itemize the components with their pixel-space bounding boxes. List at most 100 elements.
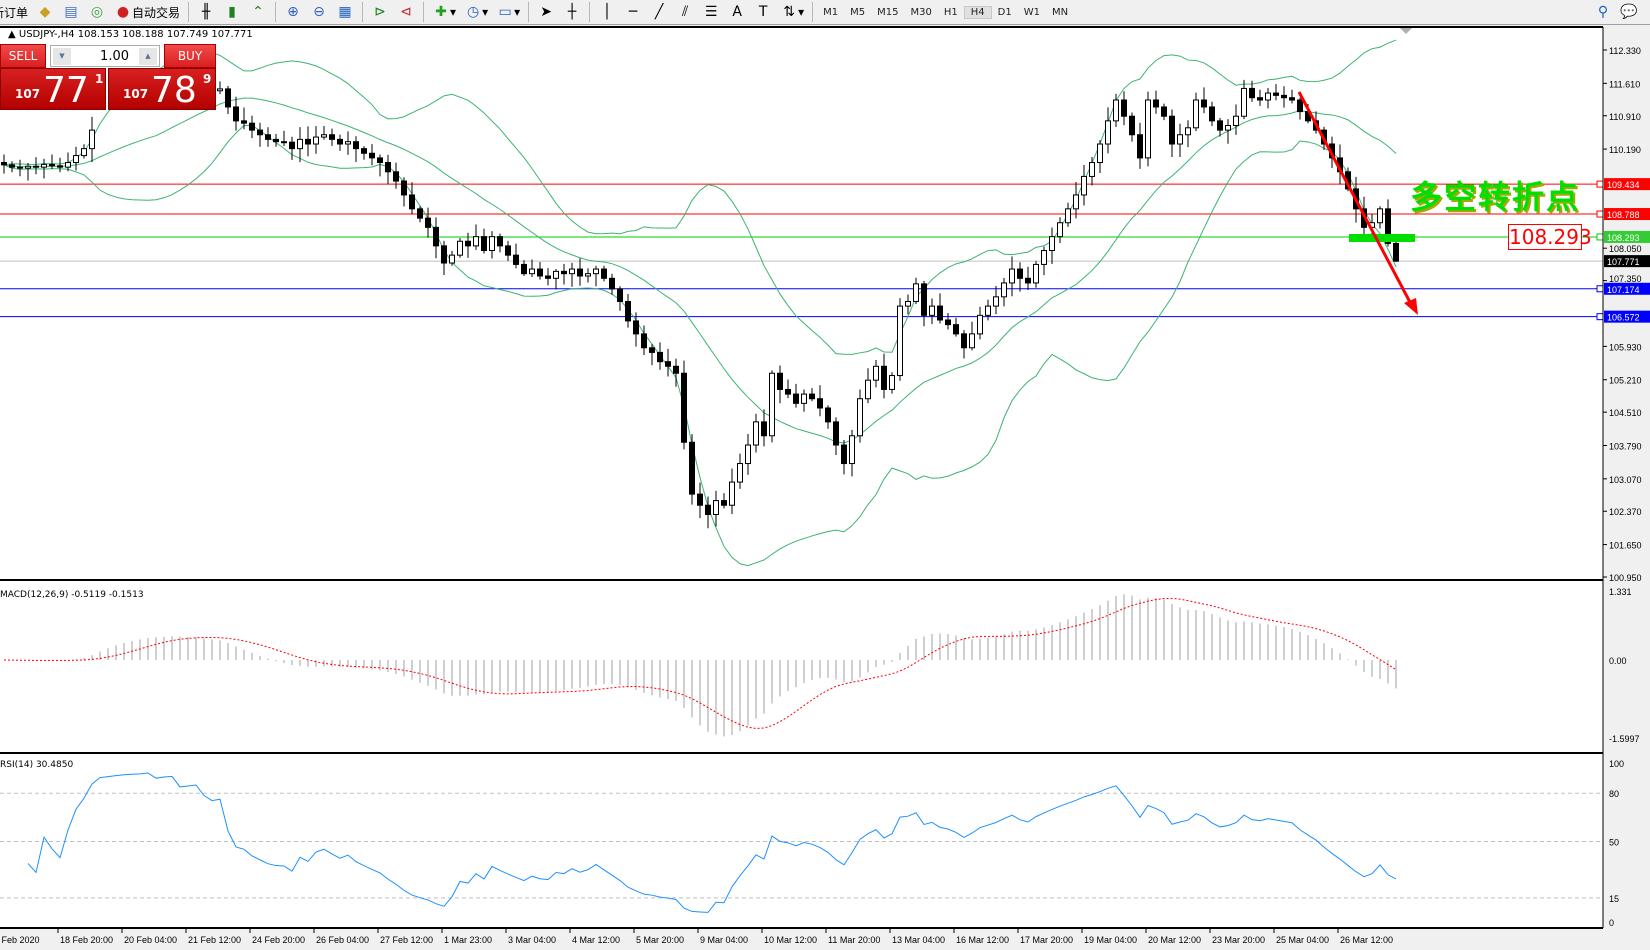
timeframe-m5[interactable]: M5 bbox=[850, 6, 866, 18]
fibonacci-button[interactable]: ☰ bbox=[698, 1, 724, 23]
equidistant-channel-button[interactable]: ⫽ bbox=[672, 1, 698, 23]
candlestick-button[interactable]: ▮ bbox=[219, 1, 245, 23]
bull-candle bbox=[889, 375, 895, 390]
buy-button[interactable]: BUY bbox=[164, 44, 216, 68]
timeframe-h4[interactable]: H4 bbox=[963, 5, 992, 19]
bear-candle bbox=[233, 106, 239, 122]
bull-candle bbox=[729, 481, 735, 506]
vertical-line-button[interactable]: │ bbox=[594, 1, 620, 23]
timeframe-m30[interactable]: M30 bbox=[910, 6, 932, 18]
timeframe-mn[interactable]: MN bbox=[1051, 6, 1069, 18]
auto-scroll-button[interactable]: ⊳ bbox=[367, 1, 393, 23]
bear-candle bbox=[601, 268, 607, 279]
search-button[interactable]: ⚲ bbox=[1590, 1, 1616, 23]
bear-candle bbox=[697, 493, 703, 506]
lot-increase-button[interactable]: ▲ bbox=[139, 48, 157, 65]
crosshair-button[interactable]: ┼ bbox=[559, 1, 585, 23]
bear-candle bbox=[9, 164, 15, 168]
sell-price-button[interactable]: 107 77 1 bbox=[0, 68, 106, 111]
chart-shift-icon: ⊲ bbox=[400, 4, 412, 20]
indicators-button[interactable]: ✚ ▾ bbox=[428, 1, 460, 23]
bear-candle bbox=[609, 277, 615, 290]
bull-candle bbox=[1097, 143, 1103, 164]
chart-window[interactable]: 109.434 108.788 108.293 107.771 107.174 106.5… bbox=[0, 26, 1650, 950]
line-chart-button[interactable]: ⌃ bbox=[245, 1, 271, 23]
signals-button[interactable]: ◎ bbox=[84, 1, 110, 23]
price-level-handle bbox=[1596, 233, 1604, 241]
timeframe-m15[interactable]: M15 bbox=[877, 6, 899, 18]
price-tick-label: 101.650 bbox=[1609, 541, 1642, 551]
bull-candle bbox=[529, 268, 535, 275]
zoom-in-button[interactable]: ⊕ bbox=[280, 1, 306, 23]
chart-shift-button[interactable]: ⊲ bbox=[393, 1, 419, 23]
bear-candle bbox=[393, 171, 399, 182]
navigator-button[interactable]: ▤ bbox=[58, 1, 84, 23]
bull-candle bbox=[593, 268, 599, 275]
bear-candle bbox=[1017, 268, 1023, 279]
cursor-button[interactable]: ➤ bbox=[533, 1, 559, 23]
bear-candle bbox=[1385, 208, 1391, 244]
line-chart-icon: ⌃ bbox=[252, 4, 264, 20]
divider bbox=[275, 2, 277, 22]
templates-button[interactable]: ▭ ▾ bbox=[492, 1, 524, 23]
trendline-button[interactable]: ╱ bbox=[646, 1, 672, 23]
metaeditor-button[interactable]: ◆ bbox=[32, 1, 58, 23]
time-tick-label: 24 Feb 20:00 bbox=[252, 935, 305, 945]
collapse-icon[interactable]: ▲ bbox=[8, 29, 19, 40]
bear-candle bbox=[497, 236, 503, 247]
bull-candle bbox=[745, 444, 751, 465]
price-tick-label: 105.930 bbox=[1609, 342, 1642, 352]
bear-candle bbox=[625, 300, 631, 322]
bear-candle bbox=[385, 162, 391, 173]
price-tick-label: 111.610 bbox=[1609, 79, 1640, 89]
lot-decrease-button[interactable]: ▼ bbox=[53, 48, 71, 65]
bear-candle bbox=[1249, 87, 1255, 99]
periods-button[interactable]: ◷ ▾ bbox=[460, 1, 492, 23]
price-level-tag bbox=[1604, 310, 1650, 323]
timeframe-w1[interactable]: W1 bbox=[1023, 6, 1040, 18]
bull-candle bbox=[1225, 124, 1231, 131]
new-order-label: 新订单 bbox=[0, 5, 29, 20]
macd-axis-label: -1.5997 bbox=[1609, 734, 1640, 744]
pivot-price-label[interactable]: 108.293 bbox=[1508, 224, 1592, 250]
text-button[interactable]: A bbox=[724, 1, 750, 23]
bar-chart-icon: ╫ bbox=[201, 4, 211, 20]
timeframe-d1[interactable]: D1 bbox=[997, 6, 1012, 18]
buy-price-button[interactable]: 107 78 9 bbox=[108, 68, 216, 111]
price-tick-label: 105.210 bbox=[1609, 376, 1642, 386]
new-order-button[interactable]: 新订单 bbox=[0, 1, 32, 23]
bull-candle bbox=[737, 463, 743, 483]
bear-candle bbox=[1153, 99, 1159, 108]
annotation-text[interactable]: 多空转折点 bbox=[1410, 178, 1581, 216]
fibonacci-icon: ☰ bbox=[704, 4, 718, 20]
bear-candle bbox=[305, 138, 311, 145]
lot-size-input[interactable]: ▼ 1.00 ▲ bbox=[50, 45, 160, 67]
sell-price-fraction: 1 bbox=[95, 72, 104, 86]
timeframe-h1[interactable]: H1 bbox=[943, 6, 958, 18]
bear-candle bbox=[329, 134, 335, 140]
time-tick-label: 9 Mar 04:00 bbox=[700, 935, 748, 945]
horizontal-line-button[interactable]: ─ bbox=[620, 1, 646, 23]
bull-candle bbox=[25, 165, 31, 169]
text-label-button[interactable]: T bbox=[750, 1, 776, 23]
time-tick-label: 10 Mar 12:00 bbox=[764, 935, 817, 945]
zoom-out-button[interactable]: ⊖ bbox=[306, 1, 332, 23]
chat-button[interactable]: 💬 bbox=[1616, 1, 1642, 23]
sell-button[interactable]: SELL bbox=[0, 44, 46, 68]
divider bbox=[188, 2, 190, 22]
timeframe-m1[interactable]: M1 bbox=[823, 6, 839, 18]
bull-candle bbox=[489, 236, 495, 252]
arrows-button[interactable]: ⇅ ▾ bbox=[776, 1, 808, 23]
bar-chart-button[interactable]: ╫ bbox=[193, 1, 219, 23]
bull-candle bbox=[73, 155, 79, 164]
bull-candle bbox=[1113, 99, 1119, 122]
tile-windows-button[interactable]: ▦ bbox=[332, 1, 358, 23]
rsi-axis-label: 80 bbox=[1609, 789, 1619, 799]
bull-candle bbox=[321, 134, 327, 138]
time-tick-label: 21 Feb 12:00 bbox=[188, 935, 241, 945]
bear-candle bbox=[409, 194, 415, 210]
bull-candle bbox=[1057, 222, 1063, 238]
auto-trading-button[interactable]: ● 自动交易 bbox=[110, 1, 184, 23]
bear-candle bbox=[841, 444, 847, 465]
price-tick-label: 104.510 bbox=[1609, 408, 1642, 418]
